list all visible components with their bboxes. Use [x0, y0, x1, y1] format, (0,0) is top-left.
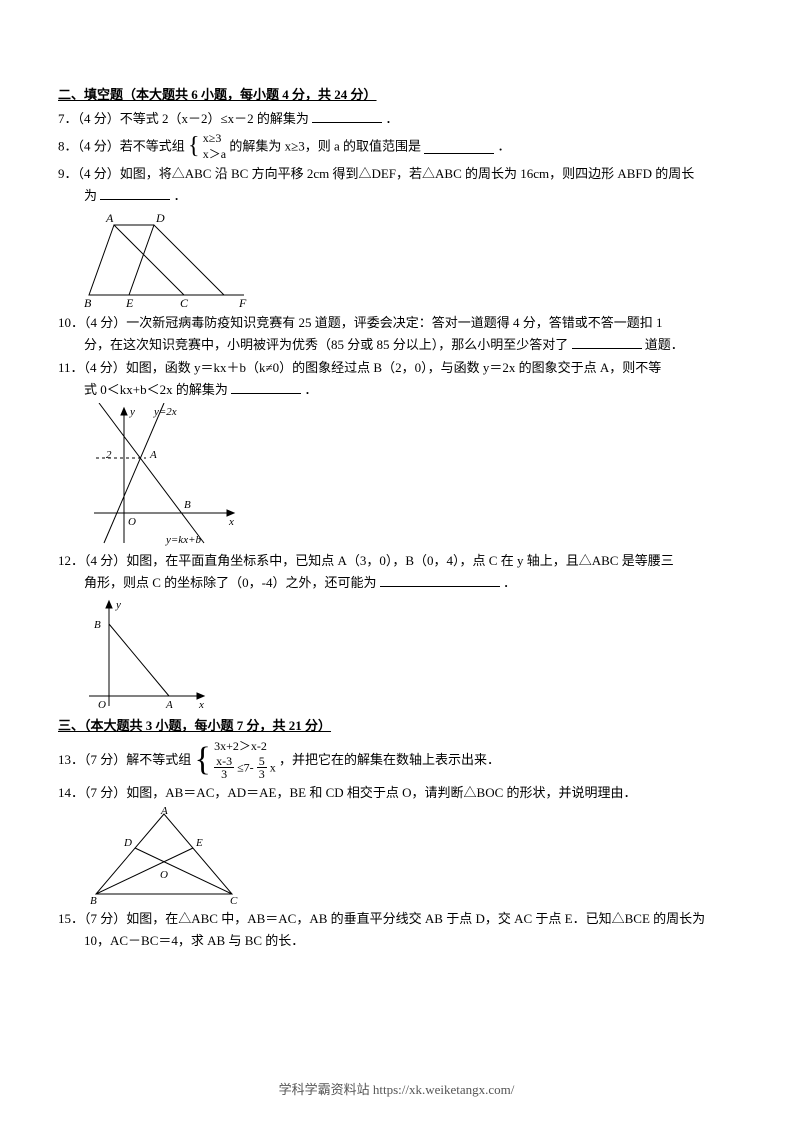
q14-svg: A D E O B C	[84, 806, 244, 906]
question-8: 8．（4 分）若不等式组 { x≥3 x＞a 的解集为 x≥3，则 a 的取值范…	[58, 131, 735, 162]
q10-line2: 分，在这次知识竞赛中，小明被评为优秀（85 分或 85 分以上），那么小明至少答…	[58, 334, 735, 356]
q10-line2-pre: 分，在这次知识竞赛中，小明被评为优秀（85 分或 85 分以上），那么小明至少答…	[84, 337, 568, 352]
q12-label-x: x	[198, 699, 204, 711]
q8-row2: x＞a	[203, 147, 226, 161]
q7-blank[interactable]	[312, 109, 382, 123]
q11-blank[interactable]	[231, 380, 301, 394]
q9-line2-pre: 为	[84, 188, 97, 203]
q9-line1: 9．（4 分）如图，将△ABC 沿 BC 方向平移 2cm 得到△DEF，若△A…	[58, 163, 735, 185]
q9-label-d: D	[155, 211, 165, 225]
q13-frac1: x-3 3	[214, 755, 234, 781]
q9-svg: A D B E C F	[84, 210, 254, 310]
question-15: 15．（7 分）如图，在△ABC 中，AB＝AC，AB 的垂直平分线交 AB 于…	[58, 908, 735, 952]
q13-frac2-num: 5	[257, 755, 267, 769]
q9-label-c: C	[180, 296, 189, 310]
section-3-title: 三、（本大题共 3 小题，每小题 7 分，共 21 分）	[58, 715, 735, 737]
q13-row2-mid: ≤7-	[237, 760, 254, 774]
q12-period: ．	[503, 575, 516, 590]
q13-frac1-num: x-3	[214, 755, 234, 769]
question-10: 10．（4 分）一次新冠病毒防疫知识竞赛有 25 道题，评委会决定：答对一道题得…	[58, 312, 735, 356]
q9-label-b: B	[84, 296, 92, 310]
question-12: 12．（4 分）如图，在平面直角坐标系中，已知点 A（3，0），B（0，4），点…	[58, 550, 735, 711]
q12-figure: y B O A x	[84, 596, 735, 711]
q9-label-a: A	[105, 211, 114, 225]
q10-line1: 10．（4 分）一次新冠病毒防疫知识竞赛有 25 道题，评委会决定：答对一道题得…	[58, 312, 735, 334]
q10-line2-post: 道题．	[645, 337, 684, 352]
q14-label-c: C	[230, 895, 238, 906]
q8-row1: x≥3	[203, 131, 222, 145]
q7-period: ．	[385, 111, 398, 126]
q11-label-b: B	[184, 499, 191, 511]
brace-icon: {	[188, 136, 200, 158]
question-13: 13．（7 分）解不等式组 { 3x+2＞x-2 x-3 3 ≤7- 5 3 x…	[58, 739, 735, 781]
q13-row1: 3x+2＞x-2	[214, 739, 267, 753]
q14-label-d: D	[123, 837, 132, 849]
q13-row2-suf: x	[270, 760, 276, 774]
q12-label-o: O	[98, 699, 106, 711]
q9-blank[interactable]	[100, 186, 170, 200]
q11-line2: 式 0＜kx+b＜2x 的解集为 ．	[58, 379, 735, 401]
q12-svg: y B O A x	[84, 596, 214, 711]
q13-brace-content: 3x+2＞x-2 x-3 3 ≤7- 5 3 x	[214, 739, 276, 781]
q12-line1: 12．（4 分）如图，在平面直角坐标系中，已知点 A（3，0），B（0，4），点…	[58, 550, 735, 572]
q13-row2: x-3 3 ≤7- 5 3 x	[214, 760, 276, 774]
q11-line2-pre: 式 0＜kx+b＜2x 的解集为	[84, 382, 228, 397]
q14-text: 14．（7 分）如图，AB＝AC，AD＝AE，BE 和 CD 相交于点 O，请判…	[58, 782, 735, 804]
q7-text: 7．（4 分）不等式 2（x－2）≤x－2 的解集为	[58, 111, 309, 126]
question-11: 11．（4 分）如图，函数 y＝kx＋b（k≠0）的图象经过点 B（2，0），与…	[58, 357, 735, 548]
q14-label-a: A	[160, 806, 168, 817]
q11-label-o: O	[128, 516, 136, 528]
q12-line2: 角形，则点 C 的坐标除了（0，-4）之外，还可能为 ．	[58, 572, 735, 594]
q15-line2: 10，AC－BC＝4，求 AB 与 BC 的长．	[58, 930, 735, 952]
q9-period: ．	[174, 188, 187, 203]
question-7: 7．（4 分）不等式 2（x－2）≤x－2 的解集为 ．	[58, 108, 735, 130]
q11-svg: y y=2x 2 A O B x y=kx+b	[84, 403, 244, 548]
q9-label-f: F	[238, 296, 247, 310]
q9-figure: A D B E C F	[84, 210, 735, 310]
q14-label-o: O	[160, 869, 168, 881]
q8-period: ．	[498, 139, 511, 154]
q11-label-y: y	[129, 406, 135, 418]
q13-tail: ，并把它在的解集在数轴上表示出来．	[279, 752, 500, 767]
q11-label-y2x: y=2x	[153, 406, 177, 418]
brace-icon: {	[195, 745, 211, 776]
q15-line1: 15．（7 分）如图，在△ABC 中，AB＝AC，AB 的垂直平分线交 AB 于…	[58, 908, 735, 930]
q11-label-a: A	[149, 449, 157, 461]
q8-mid: 的解集为 x≥3，则 a 的取值范围是	[229, 139, 421, 154]
q8-lead: 8．（4 分）若不等式组	[58, 139, 185, 154]
q9-line2: 为 ．	[58, 185, 735, 207]
q11-line1: 11．（4 分）如图，函数 y＝kx＋b（k≠0）的图象经过点 B（2，0），与…	[58, 357, 735, 379]
q13-frac1-den: 3	[214, 768, 234, 781]
q12-label-b: B	[94, 619, 101, 631]
q8-blank[interactable]	[424, 140, 494, 154]
q13-frac2-den: 3	[257, 768, 267, 781]
q12-label-a: A	[165, 699, 173, 711]
question-14: 14．（7 分）如图，AB＝AC，AD＝AE，BE 和 CD 相交于点 O，请判…	[58, 782, 735, 906]
q13-frac2: 5 3	[257, 755, 267, 781]
section-2-title: 二、填空题（本大题共 6 小题，每小题 4 分，共 24 分）	[58, 84, 735, 106]
page-footer: 学科学霸资料站 https://xk.weiketangx.com/	[0, 1079, 793, 1098]
q11-label-x: x	[228, 516, 234, 528]
q11-label-2: 2	[106, 449, 112, 461]
exam-page: 二、填空题（本大题共 6 小题，每小题 4 分，共 24 分） 7．（4 分）不…	[0, 0, 793, 983]
q14-figure: A D E O B C	[84, 806, 735, 906]
q13-lead: 13．（7 分）解不等式组	[58, 752, 191, 767]
q12-label-y: y	[115, 599, 121, 611]
q11-period: ．	[304, 382, 317, 397]
q11-figure: y y=2x 2 A O B x y=kx+b	[84, 403, 735, 548]
q14-label-b: B	[90, 895, 97, 906]
question-9: 9．（4 分）如图，将△ABC 沿 BC 方向平移 2cm 得到△DEF，若△A…	[58, 163, 735, 309]
q10-blank[interactable]	[572, 335, 642, 349]
q12-line2-pre: 角形，则点 C 的坐标除了（0，-4）之外，还可能为	[84, 575, 377, 590]
q14-label-e: E	[195, 837, 203, 849]
q9-label-e: E	[125, 296, 134, 310]
q12-blank[interactable]	[380, 573, 500, 587]
q11-label-ykxb: y=kx+b	[165, 534, 201, 546]
q8-brace-content: x≥3 x＞a	[203, 131, 226, 162]
